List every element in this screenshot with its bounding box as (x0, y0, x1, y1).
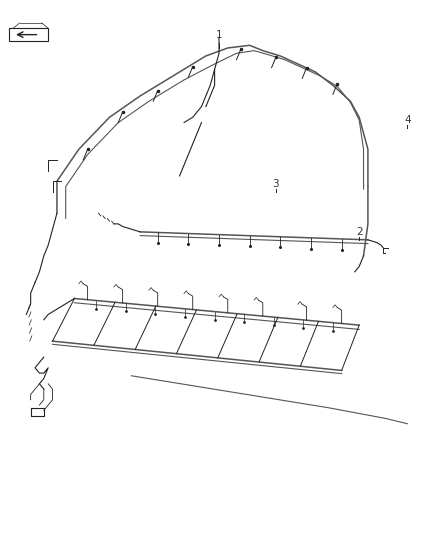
Text: 3: 3 (272, 179, 279, 189)
Text: 4: 4 (404, 115, 411, 125)
Text: 1: 1 (215, 30, 223, 39)
Text: 2: 2 (356, 227, 363, 237)
